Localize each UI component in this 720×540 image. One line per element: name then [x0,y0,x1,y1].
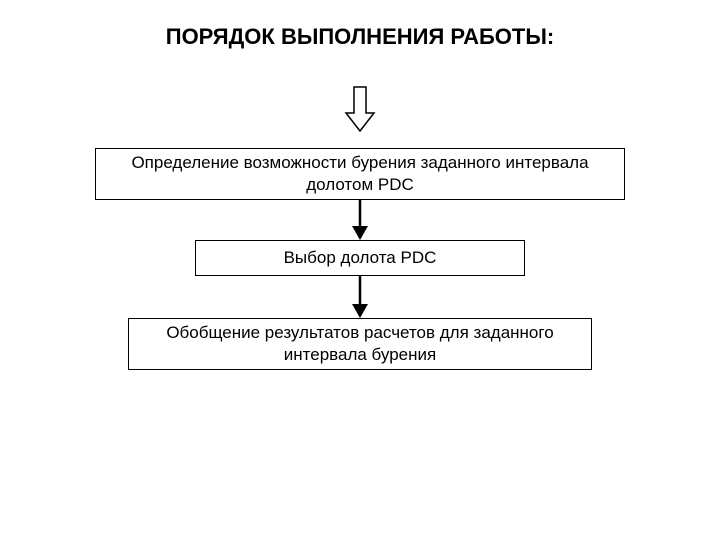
diagram-title: ПОРЯДОК ВЫПОЛНЕНИЯ РАБОТЫ: [0,24,720,50]
flowchart-step-3: Обобщение результатов расчетов для задан… [128,318,592,370]
flowchart-step-1: Определение возможности бурения заданног… [95,148,625,200]
arrow-solid-down-1 [348,200,372,240]
flowchart-step-2: Выбор долота PDC [195,240,525,276]
arrow-hollow-down [340,85,380,133]
arrow-solid-down-2 [348,276,372,318]
